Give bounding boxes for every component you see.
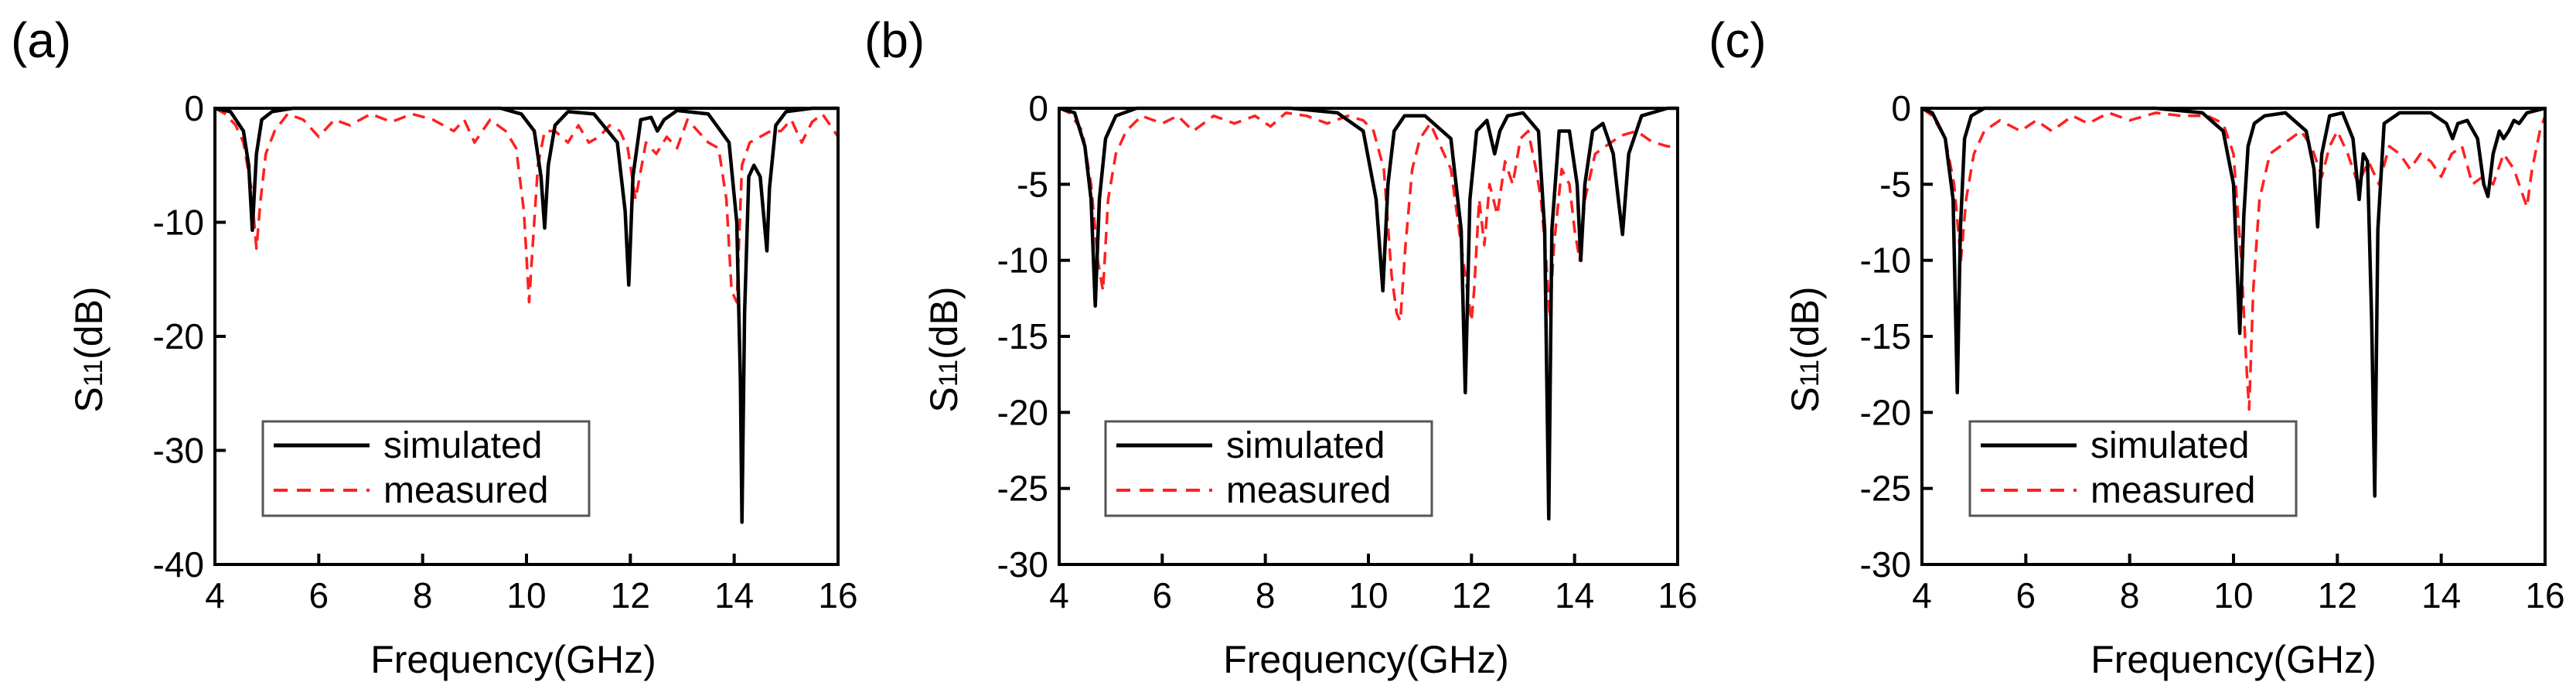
x-axis-title: Frequency(GHz) — [2090, 638, 2377, 681]
y-axis-title-main: S — [922, 387, 966, 412]
chart-panel-a: (a) S11(dB) Frequency(GHz) 4 6 8 10 12 14 16 0 -… — [11, 12, 858, 681]
y-axis-title-unit: (dB) — [922, 286, 966, 359]
y-axis-title: S11(dB) — [67, 286, 111, 412]
y-axis-title-main: S — [1784, 387, 1827, 412]
legend-label-measured: measured — [383, 470, 548, 511]
y-tick-label: -30 — [997, 544, 1048, 585]
legend-box — [1968, 420, 2298, 517]
y-tick-label: 0 — [184, 88, 204, 128]
y-tick-label: -25 — [1860, 469, 1911, 509]
y-tick-label: -15 — [1860, 316, 1911, 356]
y-axis-title-main: S — [67, 387, 111, 412]
series-line-measured — [1058, 107, 1678, 323]
plot-area: 4 6 8 10 12 14 16 0 -5 -10 -15 -20 -25 -30 — [1860, 88, 2565, 615]
y-axis-title-sub: 11 — [934, 360, 963, 387]
y-tick-label: -40 — [153, 544, 204, 585]
x-tick-label: 4 — [1912, 575, 1932, 615]
panel-label: (a) — [11, 12, 71, 68]
legend-label-measured: measured — [2090, 470, 2255, 511]
x-tick-label: 4 — [1049, 575, 1069, 615]
x-tick-label: 10 — [506, 575, 546, 615]
y-tick-label: -20 — [153, 316, 204, 356]
series-line-simulated — [214, 106, 838, 524]
x-tick-label: 16 — [2525, 575, 2564, 615]
svg-text:S11(dB): S11(dB) — [67, 286, 111, 412]
y-tick-label: -10 — [997, 240, 1048, 281]
legend-label-simulated: simulated — [1226, 425, 1385, 466]
x-tick-label: 10 — [2213, 575, 2253, 615]
x-tick-label: 16 — [818, 575, 857, 615]
legend-label-simulated: simulated — [2090, 425, 2249, 466]
chart-panel-b: (b) S11(dB) Frequency(GHz) 4 6 8 10 12 14 16 0 -… — [864, 12, 1698, 681]
legend-box — [261, 420, 591, 517]
plot-area: 4 6 8 10 12 14 16 0 -10 -20 -30 -40 — [153, 88, 858, 615]
chart-panel-c: (c) S11(dB) Frequency(GHz) 4 6 8 10 12 14 16 0 -… — [1709, 12, 2565, 681]
x-tick-label: 8 — [2120, 575, 2140, 615]
x-tick-label: 12 — [2318, 575, 2357, 615]
series-line-simulated — [1058, 106, 1678, 521]
series-line-measured — [214, 107, 840, 304]
y-axis-title-unit: (dB) — [67, 286, 111, 359]
x-tick-label: 16 — [1658, 575, 1697, 615]
svg-text:S11(dB): S11(dB) — [1784, 286, 1827, 412]
x-tick-label: 8 — [413, 575, 433, 615]
x-tick-label: 14 — [2421, 575, 2461, 615]
y-axis-title: S11(dB) — [922, 286, 966, 412]
y-axis-title-unit: (dB) — [1784, 286, 1827, 359]
panel-label: (c) — [1709, 12, 1767, 68]
x-tick-label: 6 — [2016, 575, 2036, 615]
y-tick-label: 0 — [1028, 88, 1048, 128]
y-tick-label: -10 — [1860, 240, 1911, 281]
legend-label-measured: measured — [1226, 470, 1391, 511]
y-tick-label: -5 — [1017, 164, 1048, 204]
y-axis-title-sub: 11 — [1795, 360, 1825, 387]
x-tick-label: 12 — [611, 575, 650, 615]
y-tick-label: 0 — [1891, 88, 1911, 128]
x-tick-label: 12 — [1452, 575, 1491, 615]
x-tick-label: 14 — [1555, 575, 1594, 615]
y-tick-label: -10 — [153, 203, 204, 243]
x-axis-title: Frequency(GHz) — [1223, 638, 1509, 681]
x-axis-title: Frequency(GHz) — [370, 638, 656, 681]
y-axis-title: S11(dB) — [1784, 286, 1827, 412]
y-tick-label: -20 — [1860, 392, 1911, 432]
y-tick-label: -15 — [997, 316, 1048, 356]
y-axis-title-sub: 11 — [79, 360, 108, 387]
y-tick-label: -25 — [997, 469, 1048, 509]
y-tick-label: -30 — [1860, 544, 1911, 585]
x-tick-label: 10 — [1348, 575, 1388, 615]
series-line-measured — [1920, 107, 2547, 411]
y-tick-label: -5 — [1879, 164, 1911, 204]
x-tick-label: 14 — [714, 575, 754, 615]
x-tick-label: 6 — [309, 575, 329, 615]
x-tick-label: 4 — [205, 575, 225, 615]
y-tick-label: -20 — [997, 392, 1048, 432]
svg-text:S11(dB): S11(dB) — [922, 286, 966, 412]
legend-label-simulated: simulated — [383, 425, 542, 466]
legend-box — [1104, 420, 1433, 517]
panel-label: (b) — [864, 12, 925, 68]
y-tick-label: -30 — [153, 431, 204, 471]
x-tick-label: 6 — [1153, 575, 1173, 615]
x-tick-label: 8 — [1256, 575, 1276, 615]
plot-area: 4 6 8 10 12 14 16 0 -5 -10 -15 -20 -25 -30 — [997, 88, 1698, 615]
